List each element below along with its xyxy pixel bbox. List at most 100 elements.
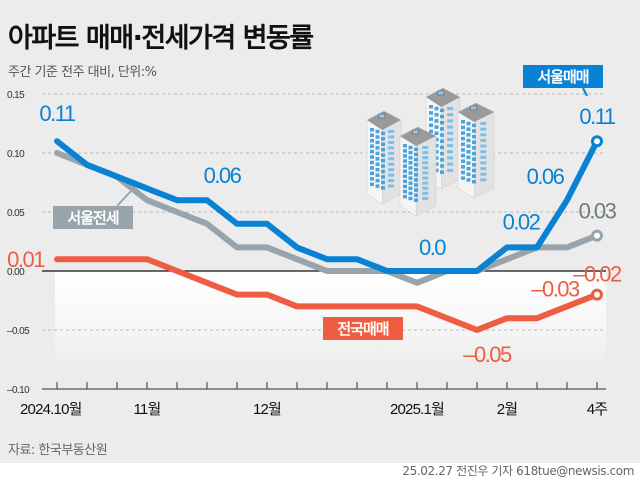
window [447, 137, 454, 141]
window [434, 131, 439, 136]
end-marker-seoul_sale [591, 135, 603, 148]
window [461, 136, 465, 141]
window [480, 133, 487, 137]
roof-box [412, 129, 419, 135]
window [388, 162, 395, 166]
window [375, 162, 380, 167]
window [388, 179, 395, 183]
window [381, 180, 385, 185]
x-tick-label: 4주 [587, 401, 608, 418]
window [466, 172, 471, 177]
window [440, 133, 444, 137]
legend-seoul_sale: 서울매매 [523, 65, 603, 97]
window [388, 151, 395, 155]
window [472, 146, 476, 150]
legend-pointer [116, 190, 132, 207]
window [429, 129, 433, 134]
byline: 25.02.27 전진우 기자 618tue@newsis.com [402, 464, 634, 478]
window [434, 106, 439, 111]
window [375, 135, 380, 139]
window [408, 186, 413, 191]
legend-box [323, 317, 403, 340]
window [440, 120, 444, 125]
window [434, 137, 439, 142]
window [472, 168, 476, 173]
legend-box [523, 65, 603, 88]
window [461, 153, 465, 158]
window [472, 163, 476, 167]
roof-box [470, 105, 477, 111]
window [440, 108, 444, 113]
window [461, 170, 465, 175]
line-seoul_sale [54, 138, 600, 274]
window [381, 186, 385, 190]
value-label-seoul_jeonse: 0.03 [579, 199, 617, 224]
window [422, 151, 429, 155]
window [381, 153, 385, 157]
y-tick-label: 0.00 [7, 267, 25, 278]
legend-pointer [582, 87, 588, 97]
window [375, 178, 380, 183]
window [403, 184, 407, 189]
window [447, 150, 454, 154]
window [466, 155, 471, 160]
window [403, 154, 407, 158]
window [440, 114, 444, 119]
legend-label: 서울전세 [67, 209, 118, 227]
value-label-seoul_sale: 0.02 [503, 209, 541, 234]
window [408, 150, 413, 155]
window [370, 149, 374, 154]
window [429, 105, 433, 109]
x-tick-label: 12월 [253, 401, 281, 418]
window [414, 188, 418, 192]
window [414, 162, 418, 167]
window [440, 164, 444, 168]
window [403, 149, 407, 153]
window [461, 148, 465, 152]
window [447, 107, 454, 110]
window [422, 146, 429, 149]
window [472, 129, 476, 133]
window [447, 162, 454, 166]
window [403, 164, 407, 168]
window [472, 157, 476, 161]
window [447, 125, 454, 129]
window [388, 168, 395, 172]
window [440, 145, 444, 150]
building-face [399, 135, 417, 217]
window [466, 121, 471, 126]
window [414, 157, 418, 162]
window [370, 160, 374, 165]
window [381, 164, 385, 168]
window [408, 176, 413, 180]
window [403, 159, 407, 163]
window [408, 166, 413, 170]
window [414, 178, 418, 182]
building-roof [367, 111, 401, 130]
source-note: 자료: 한국부동산원 [8, 443, 108, 458]
window [422, 176, 429, 180]
window [466, 138, 471, 143]
building-roof [458, 103, 494, 122]
value-label-seoul_sale: 0.11 [39, 101, 75, 126]
window [414, 198, 418, 203]
value-label-national_sale: –0.03 [531, 276, 580, 301]
window [375, 184, 380, 188]
y-tick-label: –0.10 [7, 385, 30, 396]
window [447, 144, 454, 148]
window [429, 111, 433, 115]
window [480, 155, 487, 159]
window [466, 133, 471, 137]
window [381, 137, 385, 141]
window [440, 127, 444, 131]
building-roof [426, 88, 460, 107]
window [414, 167, 418, 172]
window [370, 182, 374, 187]
window [429, 117, 433, 121]
y-tick-label: 0.05 [7, 208, 25, 219]
window [480, 161, 487, 165]
y-tick-label: –0.05 [7, 326, 30, 337]
window [447, 113, 454, 117]
window [408, 161, 413, 165]
window [388, 135, 395, 139]
